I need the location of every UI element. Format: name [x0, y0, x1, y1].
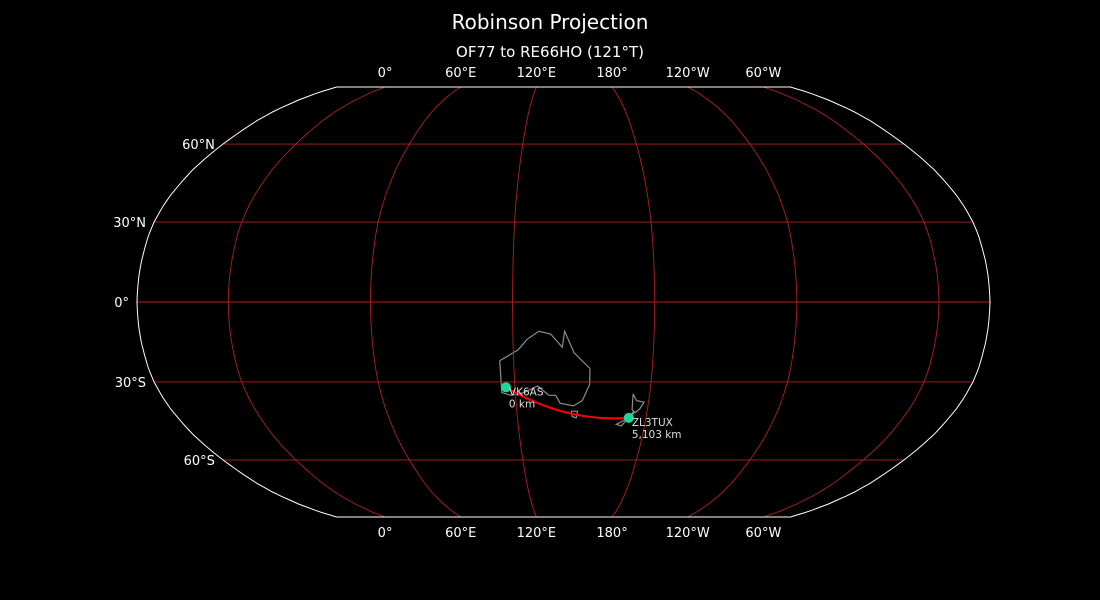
- lon-label-bottom: 0°: [378, 526, 393, 541]
- lon-label-top: 120°W: [666, 66, 710, 81]
- station-call-label: VK6AS: [509, 386, 544, 398]
- station-marker: [500, 382, 511, 393]
- lon-label-bottom: 120°W: [666, 526, 710, 541]
- map-subtitle: OF77 to RE66HO (121°T): [456, 43, 644, 61]
- lon-label-bottom: 120°E: [517, 526, 557, 541]
- lat-label: 0°: [114, 296, 129, 311]
- lat-label: 30°S: [115, 376, 146, 391]
- meridian-line: [369, 86, 461, 518]
- station-marker: [623, 412, 634, 423]
- lat-label: 60°S: [184, 454, 215, 469]
- map-title: Robinson Projection: [451, 10, 649, 34]
- coastline: [499, 329, 591, 407]
- lat-label: 60°N: [182, 138, 215, 153]
- map-border: [136, 86, 991, 518]
- lon-label-bottom: 60°E: [445, 526, 476, 541]
- lon-label-top: 120°E: [517, 66, 557, 81]
- coastline: [631, 393, 646, 414]
- lon-label-top: 60°W: [745, 66, 781, 81]
- meridian-line: [512, 86, 537, 518]
- lon-label-bottom: 60°W: [745, 526, 781, 541]
- lon-label-bottom: 180°: [596, 526, 627, 541]
- meridian-line: [611, 86, 656, 518]
- meridian-line: [227, 86, 386, 518]
- meridian-line: [763, 86, 940, 518]
- lon-label-top: 0°: [378, 66, 393, 81]
- station-call-label: ZL3TUX: [632, 417, 673, 429]
- station-distance-label: 0 km: [509, 398, 535, 410]
- great-circle-path: [505, 386, 629, 420]
- lat-label: 30°N: [113, 216, 146, 231]
- station-distance-label: 5,103 km: [632, 429, 682, 441]
- lon-label-top: 180°: [596, 66, 627, 81]
- meridian-line: [687, 86, 798, 518]
- lon-label-top: 60°E: [445, 66, 476, 81]
